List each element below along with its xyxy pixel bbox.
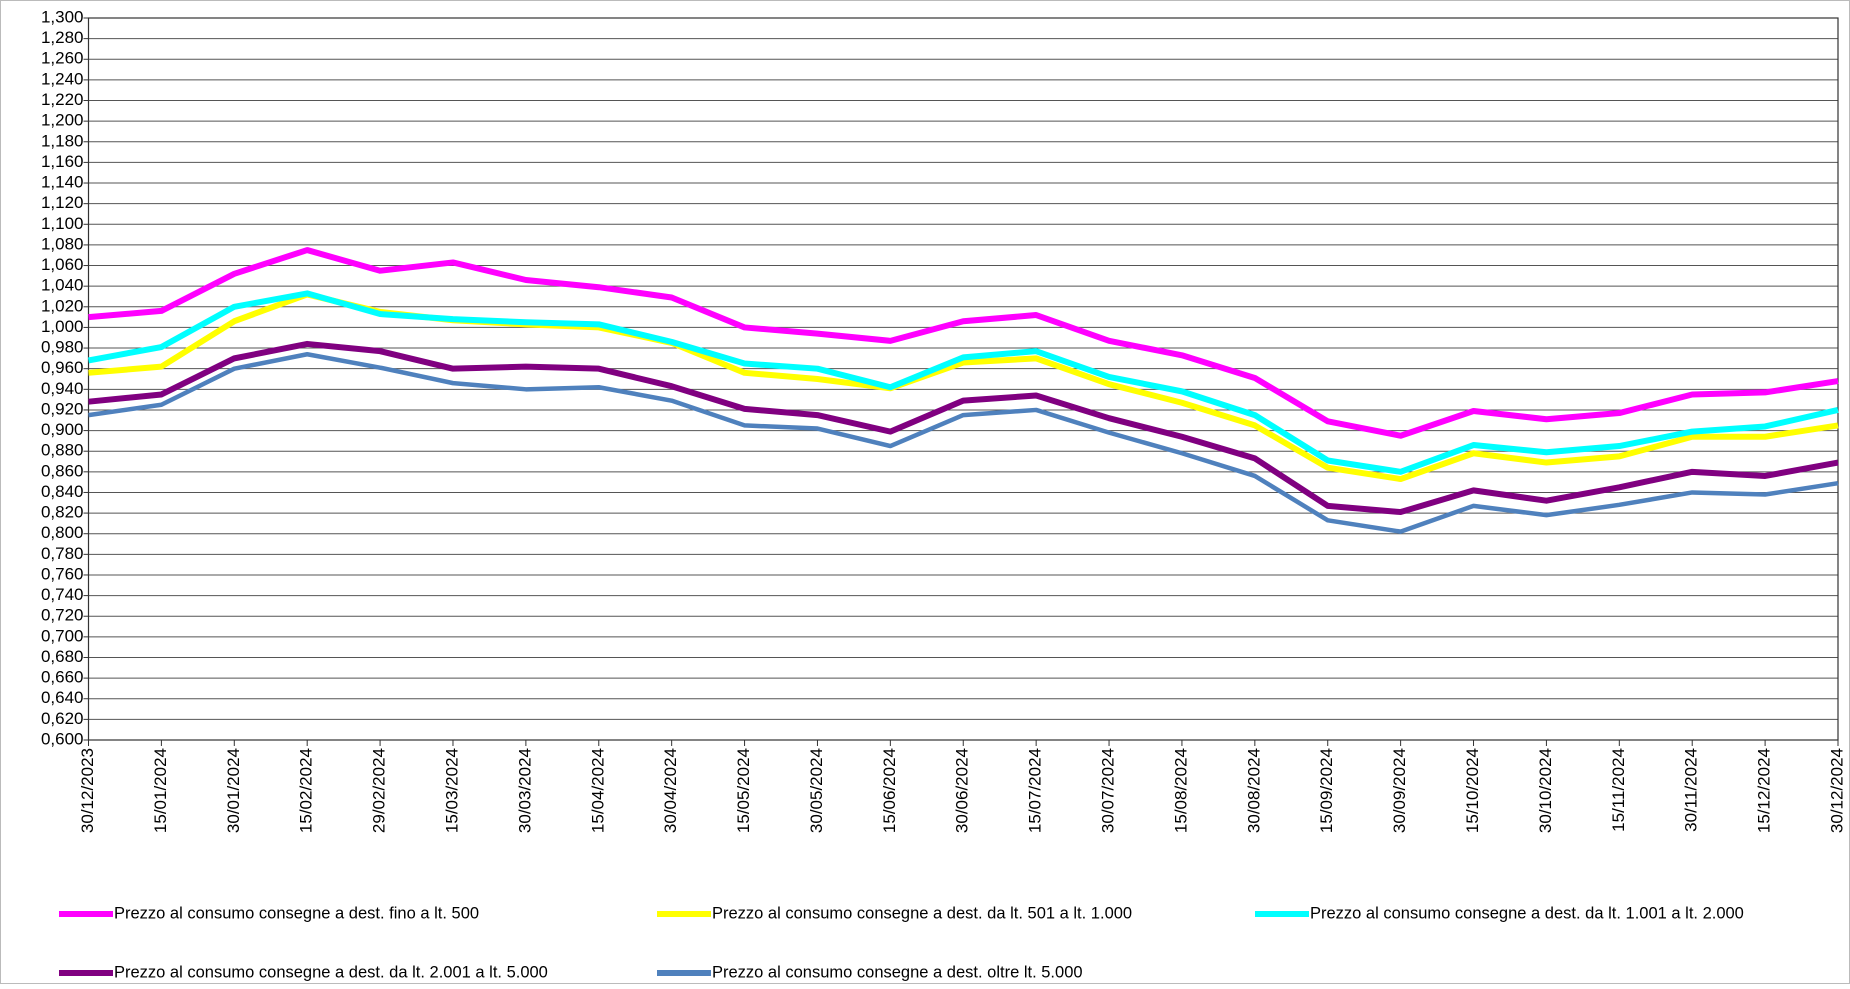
y-tick-label: 1,120	[41, 193, 84, 212]
x-tick-label: 30/12/2024	[1827, 748, 1846, 833]
y-tick-label: 1,260	[41, 49, 84, 68]
legend-label: Prezzo al consumo consegne a dest. da lt…	[712, 904, 1132, 922]
x-tick-label: 30/07/2024	[1099, 748, 1118, 833]
y-tick-label: 1,140	[41, 173, 84, 192]
y-tick-label: 0,680	[41, 647, 84, 666]
y-tick-label: 1,280	[41, 28, 84, 47]
x-tick-label: 15/07/2024	[1026, 748, 1045, 833]
y-tick-label: 0,760	[41, 564, 84, 583]
x-tick-label: 30/05/2024	[807, 748, 826, 833]
y-tick-label: 0,840	[41, 482, 84, 501]
legend: Prezzo al consumo consegne a dest. fino …	[59, 904, 1744, 981]
x-tick-label: 15/12/2024	[1755, 748, 1774, 833]
y-tick-label: 0,820	[41, 503, 84, 522]
y-tick-label: 1,080	[41, 234, 84, 253]
x-tick-label: 30/10/2024	[1536, 748, 1555, 833]
x-tick-label: 30/08/2024	[1244, 748, 1263, 833]
y-tick-label: 1,200	[41, 111, 84, 130]
x-tick-label: 15/02/2024	[297, 748, 316, 833]
y-tick-label: 1,300	[41, 7, 84, 26]
y-tick-label: 1,180	[41, 131, 84, 150]
x-tick-label: 15/09/2024	[1317, 748, 1336, 833]
y-tick-label: 0,920	[41, 399, 84, 418]
y-tick-label: 0,720	[41, 606, 84, 625]
y-tick-label: 0,660	[41, 668, 84, 687]
y-tick-label: 0,960	[41, 358, 84, 377]
y-tick-label: 1,220	[41, 90, 84, 109]
x-tick-label: 30/06/2024	[953, 748, 972, 833]
y-tick-label: 0,640	[41, 688, 84, 707]
series-line	[88, 340, 1839, 516]
y-tick-label: 1,240	[41, 69, 84, 88]
y-tick-label: 0,900	[41, 420, 84, 439]
x-tick-label: 30/04/2024	[661, 748, 680, 833]
y-tick-label: 1,100	[41, 214, 84, 233]
x-tick-label: 15/01/2024	[151, 748, 170, 833]
x-tick-label: 15/03/2024	[442, 748, 461, 833]
y-tick-label: 0,620	[41, 709, 84, 728]
x-tick-label: 30/03/2024	[515, 748, 534, 833]
y-tick-label: 1,020	[41, 296, 84, 315]
legend-label: Prezzo al consumo consegne a dest. da lt…	[114, 963, 548, 981]
x-tick-label: 30/01/2024	[224, 748, 243, 833]
series-line	[88, 247, 1839, 439]
y-tick-label: 1,060	[41, 255, 84, 274]
series-line	[87, 290, 1839, 475]
y-tick-label: 0,880	[41, 441, 84, 460]
y-tick-label: 0,980	[41, 338, 84, 357]
y-tick-label: 0,700	[41, 626, 84, 645]
y-tick-label: 0,740	[41, 585, 84, 604]
legend-label: Prezzo al consumo consegne a dest. oltre…	[712, 963, 1083, 981]
y-tick-label: 0,940	[41, 379, 84, 398]
x-tick-label: 15/04/2024	[588, 748, 607, 833]
x-tick-label: 15/08/2024	[1171, 748, 1190, 833]
x-tick-label: 15/10/2024	[1463, 748, 1482, 833]
y-tick-label: 0,780	[41, 544, 84, 563]
y-tick-label: 0,860	[41, 461, 84, 480]
y-tick-label: 0,600	[41, 729, 84, 748]
x-tick-label: 15/11/2024	[1609, 748, 1628, 832]
y-tick-label: 1,040	[41, 276, 84, 295]
legend-label: Prezzo al consumo consegne a dest. fino …	[114, 904, 479, 922]
x-tick-label: 29/02/2024	[370, 748, 389, 833]
y-tick-label: 0,800	[41, 523, 84, 542]
x-tick-label: 15/06/2024	[880, 748, 899, 833]
x-tick-label: 30/12/2023	[78, 748, 97, 833]
y-tick-label: 1,000	[41, 317, 84, 336]
legend-label: Prezzo al consumo consegne a dest. da lt…	[1310, 904, 1744, 922]
x-tick-label: 30/09/2024	[1390, 748, 1409, 833]
series-line	[88, 351, 1839, 534]
x-tick-label: 15/05/2024	[734, 748, 753, 833]
y-tick-label: 1,160	[41, 152, 84, 171]
x-tick-label: 30/11/2024	[1682, 748, 1701, 832]
